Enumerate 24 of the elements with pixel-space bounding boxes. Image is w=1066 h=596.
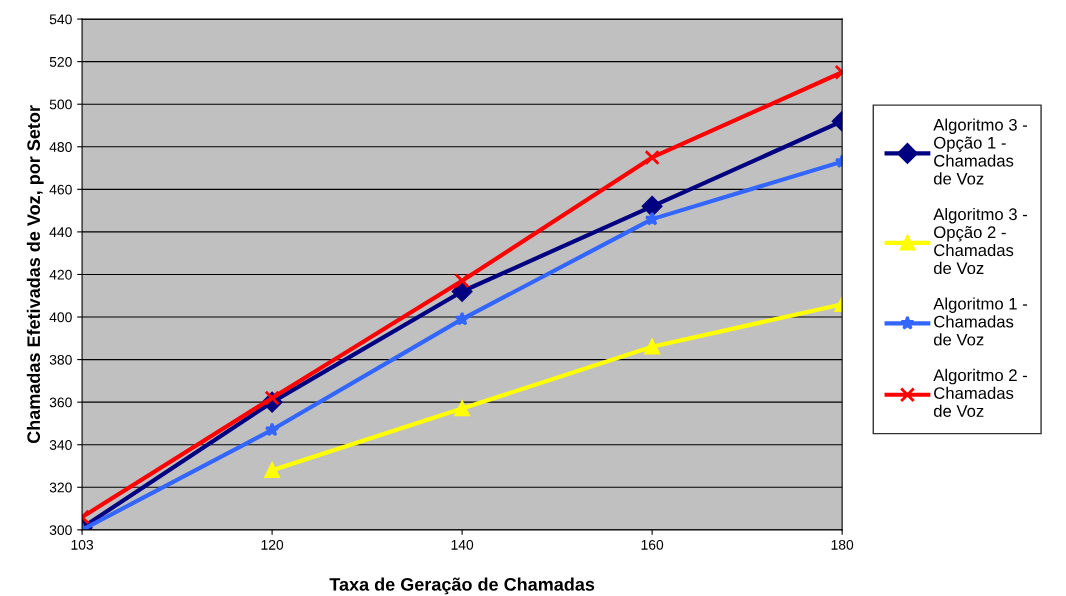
y-tick-label: 340 — [49, 440, 72, 450]
x-tick-label: 103 — [71, 539, 94, 550]
y-tick-label: 320 — [49, 482, 72, 493]
x-tick-label: 160 — [641, 539, 664, 550]
legend-label: Algoritmo 3 - Opção 1 - Chamadas de Voz — [933, 118, 1028, 185]
y-tick-label: 400 — [49, 312, 72, 323]
x-tick-label: 140 — [451, 539, 474, 550]
legend-label: Algoritmo 1 - Chamadas de Voz — [933, 297, 1028, 346]
y-tick-label: 500 — [49, 99, 72, 110]
legend-label: Algoritmo 3 - Opção 2 - Chamadas de Voz — [933, 207, 1028, 275]
y-tick-label: 540 — [49, 14, 72, 25]
y-tick-label: 420 — [49, 269, 72, 280]
x-tick-label: 180 — [831, 539, 854, 550]
x-axis-title: Taxa de Geração de Chamadas — [329, 577, 595, 595]
y-axis-title: Chamadas Efetivadas de Voz, por Setor — [26, 105, 44, 444]
y-tick-label: 440 — [49, 227, 72, 238]
y-tick-label: 300 — [49, 525, 72, 536]
y-tick-label: 380 — [49, 354, 72, 365]
y-tick-label: 480 — [49, 142, 72, 152]
x-tick-label: 120 — [261, 539, 284, 550]
y-tick-label: 460 — [49, 184, 72, 195]
y-tick-label: 360 — [49, 397, 72, 408]
legend-label: Algoritmo 2 - Chamadas de Voz — [933, 368, 1028, 417]
y-tick-label: 520 — [49, 56, 72, 67]
